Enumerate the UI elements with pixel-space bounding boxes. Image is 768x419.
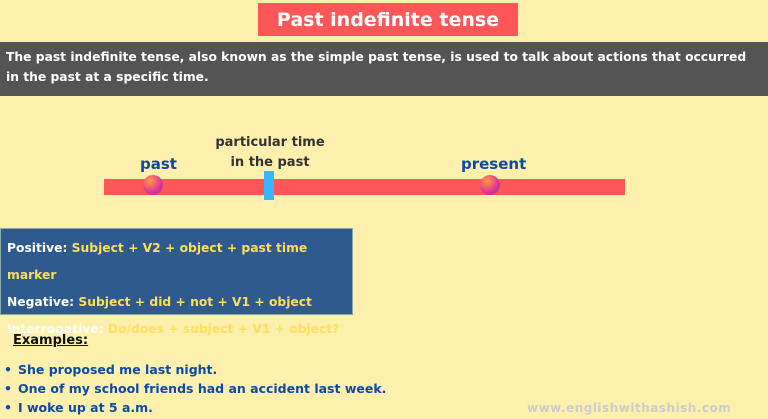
present-label: present <box>461 155 527 173</box>
present-dot <box>480 175 500 195</box>
formula-text: Subject + V2 + object + past time marker <box>7 241 308 282</box>
particular-time-marker <box>264 171 274 200</box>
formula-label: Positive: <box>7 241 68 255</box>
formula-box: Positive: Subject + V2 + object + past t… <box>0 228 353 336</box>
formula-text: Do/does + subject + V1 + object? <box>107 322 340 336</box>
particular-time-line2: in the past <box>230 155 310 170</box>
page-title: Past indefinite tense <box>258 3 518 36</box>
examples-heading: Examples: <box>13 333 89 348</box>
website-watermark: www.englishwithashish.com <box>527 401 732 415</box>
past-dot <box>143 175 163 195</box>
particular-time-line1: particular time <box>215 135 325 150</box>
formula-text: Subject + did + not + V1 + object <box>78 295 312 309</box>
formula-label: Interrogative: <box>7 322 104 336</box>
description: The past indefinite tense, also known as… <box>0 42 768 96</box>
examples-list: She proposed me last night. One of my sc… <box>4 360 386 417</box>
past-label: past <box>140 155 177 173</box>
list-item: She proposed me last night. <box>4 360 386 379</box>
formula-negative: Negative: Subject + did + not + V1 + obj… <box>7 289 346 316</box>
list-item: I woke up at 5 a.m. <box>4 398 386 417</box>
particular-time-label: particular time in the past <box>200 133 340 173</box>
formula-positive: Positive: Subject + V2 + object + past t… <box>7 235 346 289</box>
formula-interrogative: Interrogative: Do/does + subject + V1 + … <box>7 316 346 343</box>
timeline-bar <box>104 179 625 195</box>
list-item: One of my school friends had an accident… <box>4 379 386 398</box>
formula-label: Negative: <box>7 295 75 309</box>
